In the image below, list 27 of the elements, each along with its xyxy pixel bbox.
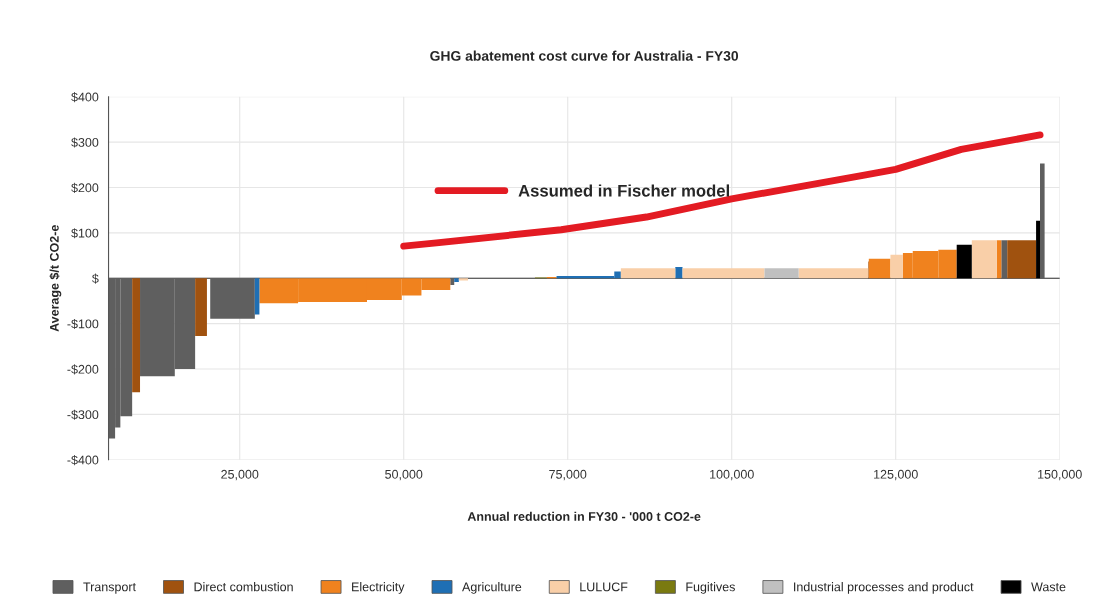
y-tick-label: $300 [71,137,99,148]
x-tick-label: 100,000 [710,469,754,481]
x-tick-label: 25,000 [221,469,259,481]
legend-label: Waste [1031,582,1066,592]
x-axis-title: Annual reduction in FY30 - '000 t CO2-e [467,511,701,521]
y-tick-label: $100 [71,228,99,239]
y-tick-label: -$100 [67,318,99,330]
y-tick-label: $200 [71,182,99,193]
y-tick-label: -$200 [67,364,99,375]
x-tick-label: 125,000 [874,469,918,481]
y-tick-label: $400 [71,92,99,103]
x-tick-label: 150,000 [1038,469,1082,481]
legend-label: Agriculture [462,582,522,594]
legend-label: Assumed in Fischer model [518,184,729,197]
legend-label: LULUCF [580,582,628,592]
chart-title: GHG abatement cost curve for Australia - FY30 [430,50,739,61]
y-axis-title: Average $/t CO2-e [49,225,62,332]
legend-label: Electricity [352,582,405,594]
legend-label: Industrial processes and product [794,582,974,594]
legend-label: Transport [83,582,136,594]
legend-label: Direct combustion [194,582,293,592]
x-tick-label: 75,000 [549,469,587,481]
y-tick-label: -$400 [67,455,99,466]
legend-label: Fugitives [686,582,735,594]
y-tick-label: -$300 [67,409,99,420]
y-tick-label: $ [92,273,99,284]
x-tick-label: 50,000 [385,469,423,481]
